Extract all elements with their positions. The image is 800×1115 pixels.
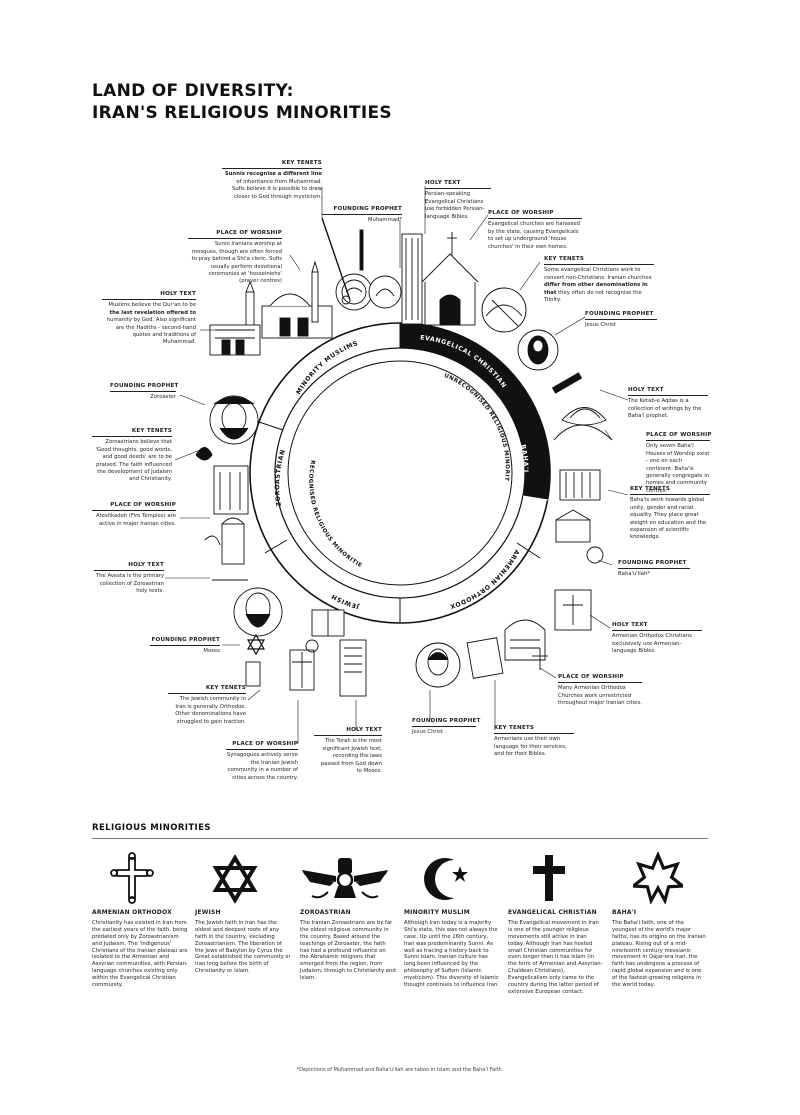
callout-bahai-founding-prophet: FOUNDING PROPHET Baha'u'llah* [618, 560, 690, 579]
nine-pointed-star-icon [633, 852, 683, 904]
fire-temple-illustration [195, 395, 259, 581]
callout-zoro-key-tenets: KEY TENETS Zoroastrians believe that 'Go… [92, 428, 172, 484]
callout-zoro-founding-prophet: FOUNDING PROPHET Zoroaster [110, 383, 179, 401]
ring-label-bahai: BAHA'I [519, 444, 529, 473]
section-title: RELIGIOUS MINORITIES [92, 823, 211, 833]
inner-ring [287, 360, 513, 586]
latin-cross-icon [533, 855, 565, 901]
callout-zoro-place-of-worship: PLACE OF WORSHIP Ateshkadeh (Fire Temple… [92, 502, 176, 528]
callout-jew-key-tenets: KEY TENETS The Jewish community in Iran … [168, 685, 246, 726]
callout-muslim-founding-prophet: FOUNDING PROPHET Muhammad* [322, 206, 402, 225]
unrecognised-band [400, 322, 551, 500]
callout-jew-place-of-worship: PLACE OF WORSHIP Synagogues actively ser… [226, 741, 298, 781]
svg-text:BAHA'I: BAHA'I [519, 444, 530, 473]
callout-arm-key-tenets: KEY TENETS Armenians use their own langu… [494, 725, 574, 759]
ring-label-armenian: ARMENIAN ORTHODOX [449, 548, 520, 610]
section-divider [92, 838, 708, 839]
bahai-temple-illustration [551, 372, 613, 564]
callout-zoro-holy-text: HOLY TEXT The Avesta is the primary coll… [94, 562, 164, 595]
callout-bahai-place-of-worship: PLACE OF WORSHIP Only seven Baha'i House… [646, 432, 712, 494]
footnote: *Depictions of Muhammad and Baha'u'llah … [296, 1067, 504, 1073]
synagogue-illustration [233, 587, 367, 697]
callout-muslim-place-of-worship: PLACE OF WORSHIP Sunni Iranians worship … [188, 230, 282, 286]
callout-evan-founding-prophet: FOUNDING PROPHET Jesus Christ [585, 311, 657, 330]
callout-muslim-holy-text: HOLY TEXT Muslims believe the Qur'an to … [102, 291, 196, 347]
callout-bahai-holy-text: HOLY TEXT The Ketab-e Aqdas is a collect… [628, 387, 708, 421]
title-line-2: IRAN'S RELIGIOUS MINORITIES [92, 103, 392, 123]
callout-evan-key-tenets: KEY TENETS Some evangelical Christians w… [544, 256, 654, 304]
church-illustration [401, 232, 559, 371]
callout-arm-place-of-worship: PLACE OF WORSHIP Many Armenian Orthodox … [558, 674, 642, 707]
callout-evan-holy-text: HOLY TEXT Persian-speaking Evangelical C… [425, 180, 491, 221]
ring-band [249, 322, 551, 624]
armenian-church-illustration [415, 589, 592, 688]
faravahar-icon [302, 858, 388, 899]
ring-label-recognised: RECOGNISED RELIGIOUS MINORITIES [0, 0, 363, 569]
minority-column-bahai: BAHA'I The Baha'i faith, one of the youn… [612, 909, 706, 989]
minority-column-armenian: ARMENIAN ORTHODOX Christianity has exist… [92, 909, 188, 989]
crescent-star-icon [424, 858, 468, 900]
callout-bahai-key-tenets: KEY TENETS Baha'is work towards global u… [630, 486, 710, 542]
svg-text:RECOGNISED RELIGIOUS MINORITIE: RECOGNISED RELIGIOUS MINORITIES [0, 0, 363, 569]
svg-text:ARMENIAN ORTHODOX: ARMENIAN ORTHODOX [449, 548, 521, 610]
minority-column-minority-muslim: MINORITY MUSLIM Although Iran today is a… [404, 909, 500, 989]
callout-muslim-key-tenets: KEY TENETS Sunnis recognise a different … [222, 160, 322, 201]
minority-column-jewish: JEWISH The Jewish faith in Iran has the … [195, 909, 291, 975]
callout-evan-place-of-worship: PLACE OF WORSHIP Evangelical churches ar… [488, 210, 582, 250]
callout-jew-holy-text: HOLY TEXT The Torah is the most signific… [314, 727, 382, 775]
page-title: LAND OF DIVERSITY: IRAN'S RELIGIOUS MINO… [92, 80, 392, 124]
religion-ring-diagram: MINORITY MUSLIMS EVANGELICAL CHRISTIAN B… [0, 0, 629, 744]
callout-arm-founding-prophet: FOUNDING PROPHET Jesus Christ [412, 718, 481, 736]
callout-jew-founding-prophet: FOUNDING PROPHET Moses [150, 637, 220, 655]
star-of-david-icon [212, 854, 258, 904]
cross-bottony-icon [110, 852, 154, 904]
minority-column-evangelical: EVANGELICAL CHRISTIAN The Evangelical mo… [508, 909, 603, 995]
title-line-1: LAND OF DIVERSITY: [92, 81, 294, 101]
minority-column-zoroastrian: ZOROASTRIAN The Iranian Zoroastrians are… [300, 909, 396, 982]
mosque-illustration [209, 217, 402, 356]
callout-arm-holy-text: HOLY TEXT Armenian Orthodox Christians e… [612, 622, 702, 656]
